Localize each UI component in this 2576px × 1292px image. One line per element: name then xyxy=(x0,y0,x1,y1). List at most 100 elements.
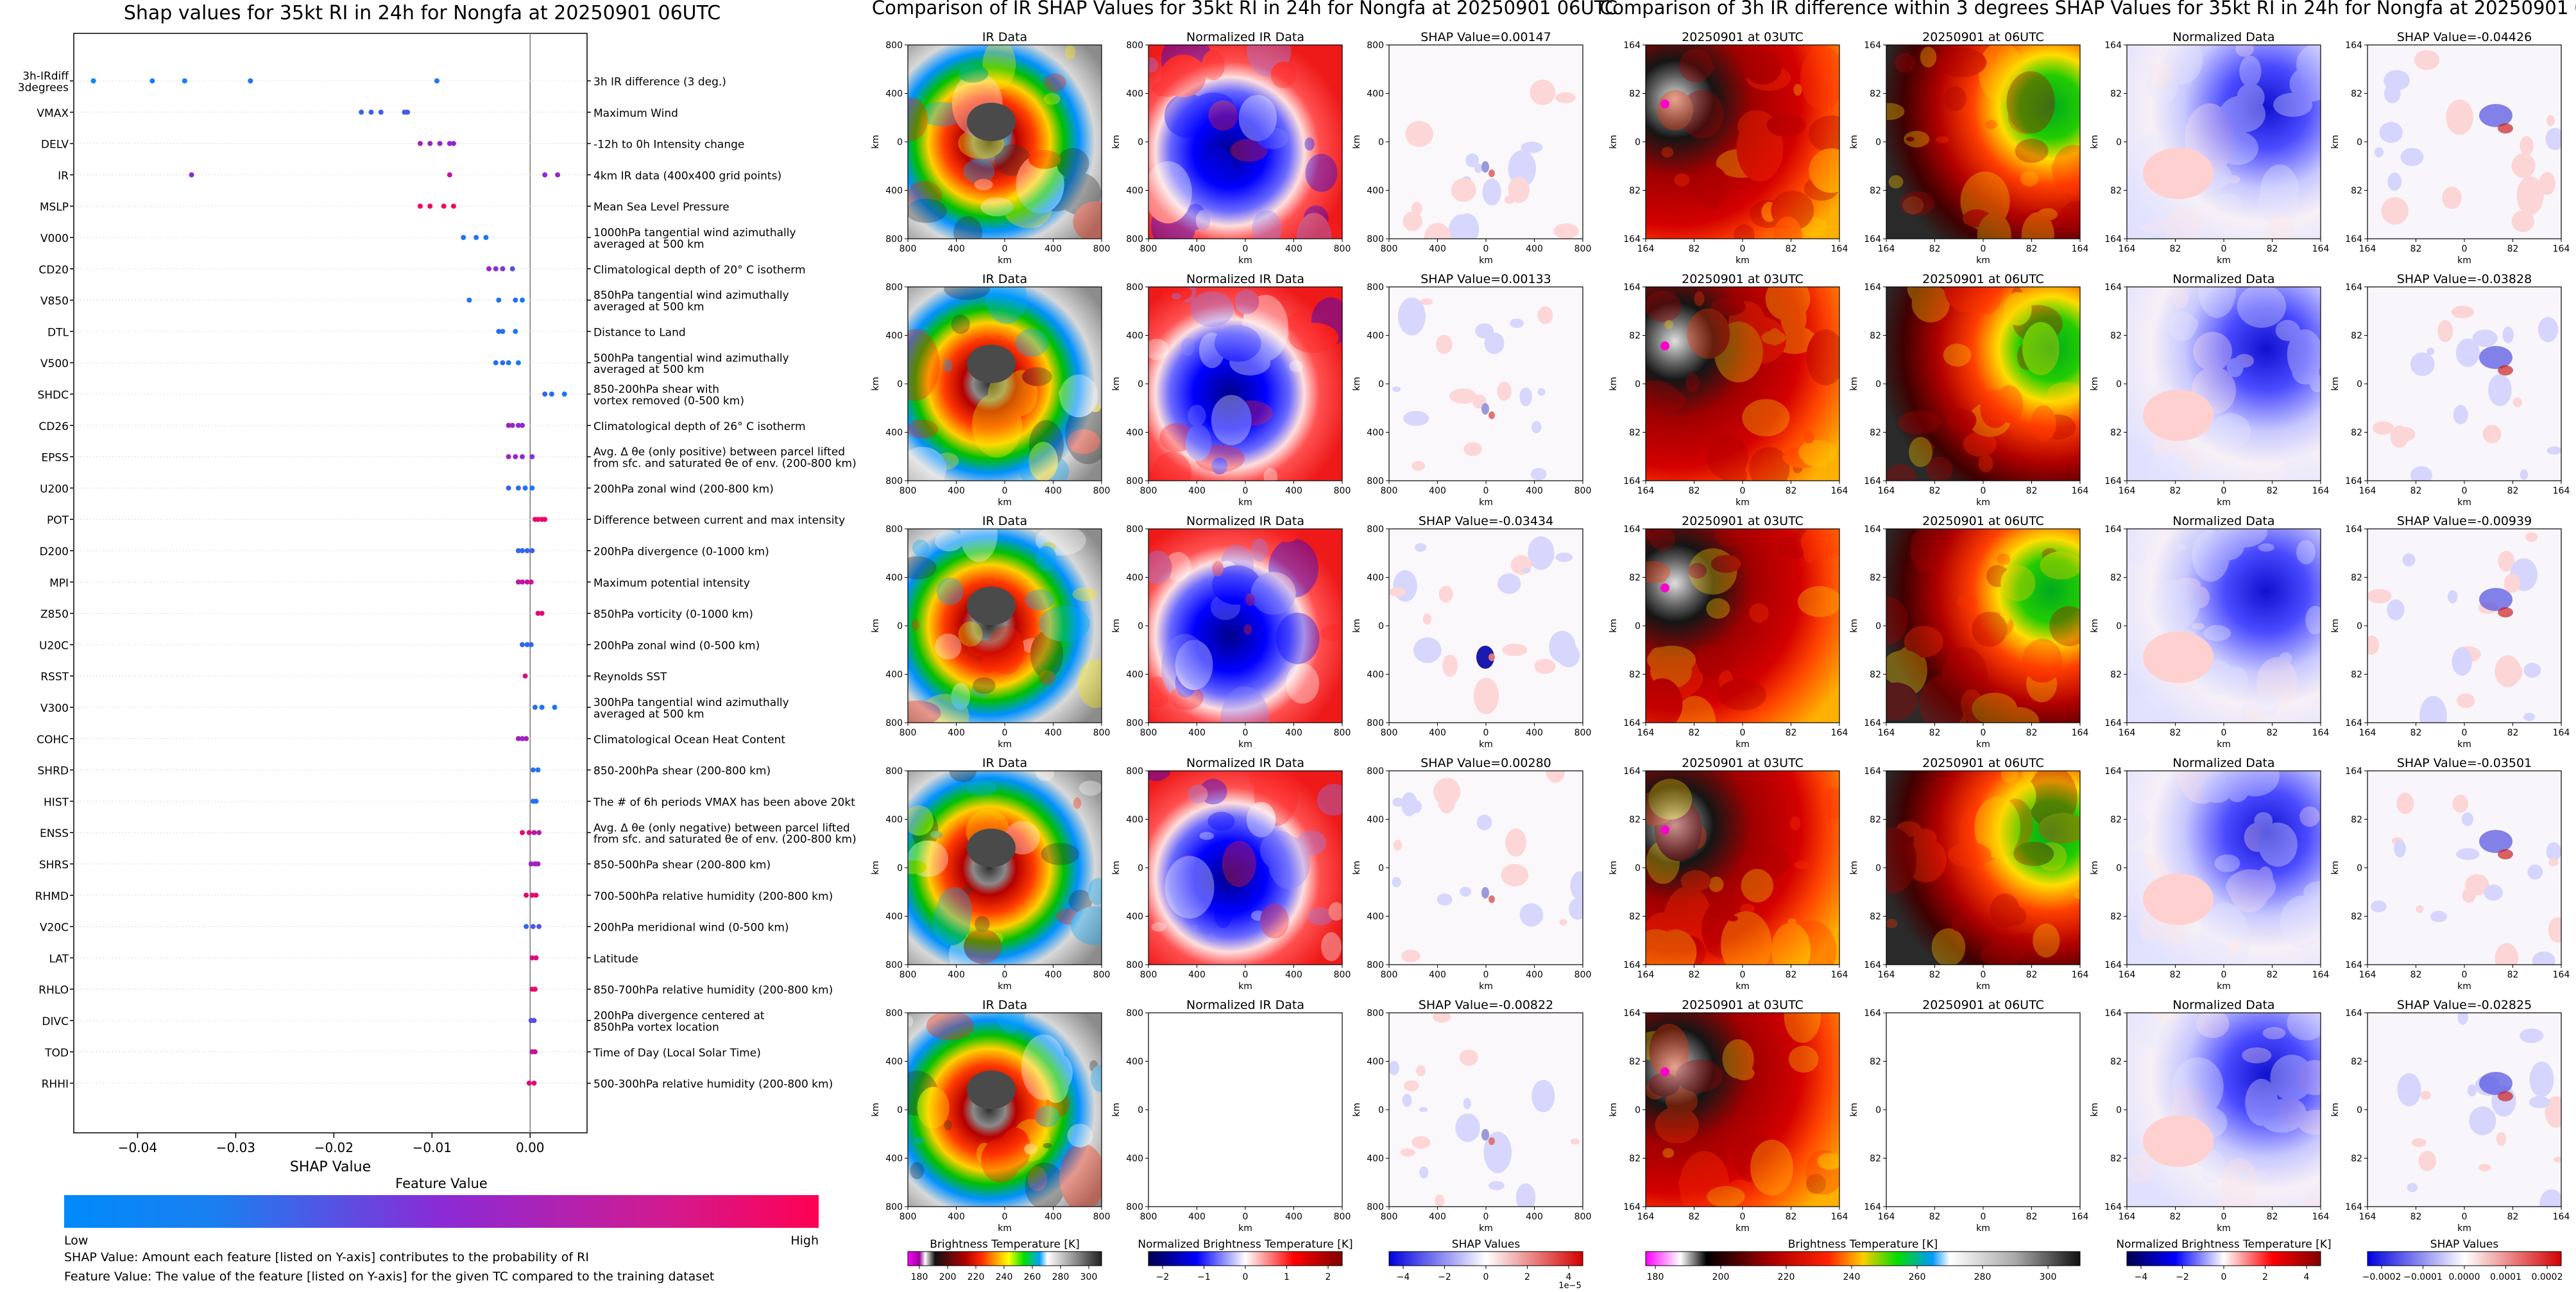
y-axis-label: km xyxy=(2330,135,2341,149)
y-tick-label: 164 xyxy=(2104,1008,2122,1019)
texture-blob xyxy=(2255,694,2280,717)
x-tick-label: 400 xyxy=(1526,1212,1543,1222)
texture-blob xyxy=(2128,850,2145,868)
x-tick-label: 0 xyxy=(2221,244,2227,254)
x-tick-label: 0 xyxy=(2221,1212,2227,1222)
warm-anomaly xyxy=(2143,390,2213,441)
x-tick-label: 82 xyxy=(2267,486,2278,496)
x-tick-label: 0 xyxy=(2221,486,2227,496)
x-tick-label: 82 xyxy=(1689,244,1700,254)
texture-blob xyxy=(2442,186,2462,209)
y-tick-label: 164 xyxy=(2104,476,2122,487)
texture-blob xyxy=(1161,1111,1212,1158)
colorbar-tick-label: 300 xyxy=(2040,1272,2057,1282)
shap-point xyxy=(493,266,499,271)
texture-blob xyxy=(1473,677,1499,714)
y-tick-label: 800 xyxy=(1367,1202,1384,1212)
feature-label: SHRD xyxy=(38,765,69,778)
texture-blob xyxy=(1197,1132,1221,1167)
feature-label: DTL xyxy=(47,326,69,339)
x-tick-label: 400 xyxy=(1045,1212,1062,1222)
x-tick-label: 82 xyxy=(2410,970,2422,980)
texture-blob xyxy=(2239,55,2262,87)
colorbar xyxy=(2367,1251,2562,1266)
x-tick-label: 164 xyxy=(2119,728,2136,738)
texture-blob xyxy=(2260,164,2299,218)
panel-image xyxy=(1148,771,1342,965)
texture-blob xyxy=(1028,420,1064,471)
y-tick-label: 800 xyxy=(885,40,903,51)
y-axis-label: km xyxy=(1608,1103,1619,1117)
shap-point xyxy=(513,329,518,334)
texture-blob xyxy=(1804,431,1814,444)
y-tick-label: 400 xyxy=(885,1154,903,1164)
panel-image xyxy=(2127,771,2321,965)
texture-blob xyxy=(1247,45,1292,77)
feature-label: ENSS xyxy=(40,827,69,840)
texture-blob xyxy=(1035,1105,1060,1128)
x-tick-label: 82 xyxy=(2267,970,2278,980)
texture-blob xyxy=(1079,780,1102,796)
texture-blob xyxy=(1735,316,1787,365)
x-tick-label: 0 xyxy=(1981,728,1986,738)
y-tick-label: 82 xyxy=(2110,912,2122,922)
x-tick-label: 82 xyxy=(2507,1212,2519,1222)
x-tick-label: 400 xyxy=(1429,1212,1446,1222)
texture-blob xyxy=(1459,1049,1478,1066)
shap-point xyxy=(535,610,541,616)
x-tick-label: 800 xyxy=(1334,970,1351,980)
shap-point xyxy=(437,141,443,146)
shap-point xyxy=(182,78,187,83)
texture-blob xyxy=(1817,1153,1839,1170)
texture-blob xyxy=(1288,322,1339,353)
texture-blob xyxy=(1687,823,1707,850)
feature-label: RHMD xyxy=(35,890,69,903)
panel-image xyxy=(2127,45,2321,239)
texture-blob xyxy=(1068,890,1093,913)
texture-blob xyxy=(2511,210,2534,232)
texture-blob xyxy=(1143,1069,1171,1083)
x-tick-label: 800 xyxy=(1140,1212,1157,1222)
texture-blob xyxy=(1319,223,1342,239)
texture-blob xyxy=(2289,66,2321,102)
shap-point xyxy=(427,203,433,209)
texture-blob xyxy=(908,1071,938,1116)
y-tick-label: 800 xyxy=(1126,524,1143,535)
texture-blob xyxy=(1686,107,1700,115)
colorbar-tick-label: 2 xyxy=(2262,1272,2268,1282)
y-tick-label: 164 xyxy=(2104,524,2122,535)
x-axis-label: km xyxy=(1238,497,1252,508)
diff-comparison-title: Comparison of 3h IR difference within 3 … xyxy=(1599,0,2576,19)
x-axis-label: km xyxy=(998,1223,1012,1234)
texture-blob xyxy=(2000,565,2036,601)
panel-image xyxy=(1886,287,2080,481)
y-tick-label: 164 xyxy=(1864,40,1881,51)
texture-blob xyxy=(2451,306,2475,318)
panel-image xyxy=(1646,1013,1839,1207)
texture-blob xyxy=(944,1120,952,1131)
panel-image xyxy=(908,771,1102,965)
texture-blob xyxy=(2495,661,2523,684)
shap-hotspot xyxy=(1481,161,1489,173)
texture-blob xyxy=(2015,1178,2039,1200)
x-tick-label: 0 xyxy=(1243,1212,1249,1222)
colorbar-tick-label: −2 xyxy=(2176,1272,2189,1282)
texture-blob xyxy=(1716,148,1767,178)
shap-point xyxy=(524,736,529,741)
texture-blob xyxy=(1188,404,1206,427)
texture-blob xyxy=(908,198,947,223)
texture-blob xyxy=(1978,45,2024,103)
y-tick-label: 82 xyxy=(2110,428,2122,438)
image-panel: 20250901 at 03UTC1641648282008282164164k… xyxy=(1608,272,1848,508)
y-tick-label: 400 xyxy=(1126,331,1143,341)
y-tick-label: 82 xyxy=(1629,1154,1641,1164)
texture-blob xyxy=(2065,1090,2084,1119)
feature-description: Maximum Wind xyxy=(593,107,678,120)
texture-blob xyxy=(1190,291,1234,327)
y-tick-label: 0 xyxy=(897,1105,903,1115)
shap-hotspot xyxy=(1476,646,1494,669)
texture-blob xyxy=(1787,918,1796,924)
x-tick-label: 0 xyxy=(1002,728,1008,738)
texture-blob xyxy=(971,682,992,698)
